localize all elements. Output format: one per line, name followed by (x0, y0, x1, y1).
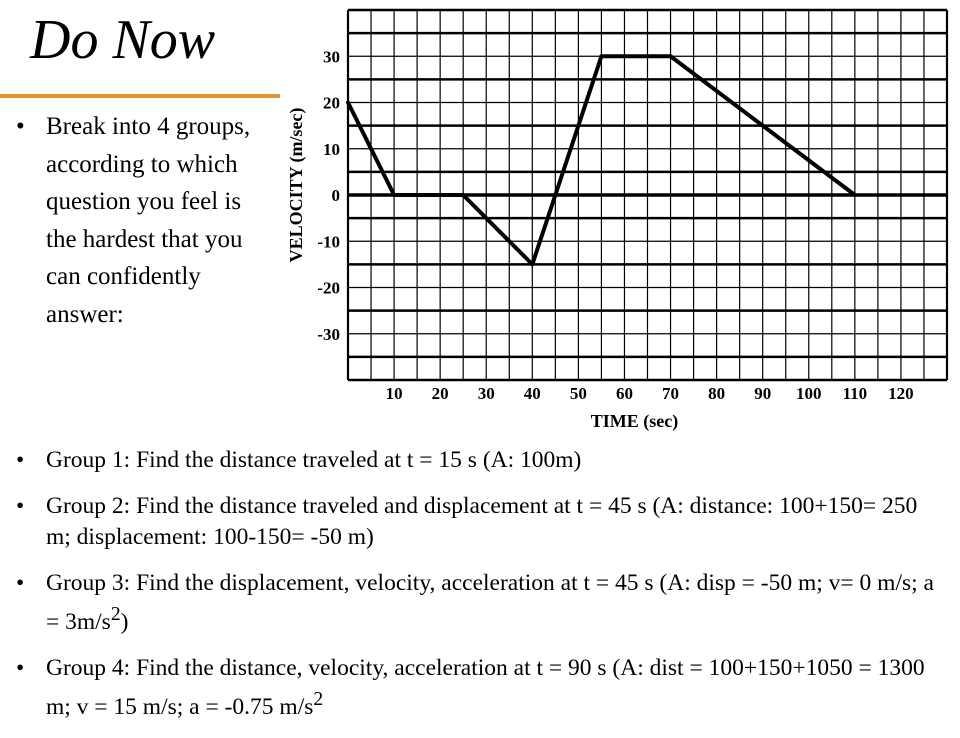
bullet-icon: • (16, 113, 25, 140)
x-tick-label: 110 (843, 384, 868, 403)
bullet-icon: • (16, 654, 25, 681)
x-tick-label: 60 (616, 384, 633, 403)
y-tick-label: 10 (323, 140, 340, 159)
group-item: • Group 1: Find the distance traveled at… (16, 445, 946, 476)
group-text-main: Group 3: Find the displacement, velocity… (46, 570, 934, 635)
velocity-line-segment (346, 100, 397, 197)
x-tick-label: 70 (662, 384, 679, 403)
y-tick-label: -20 (317, 279, 340, 298)
intro-bullet-block: • Break into 4 groups, according to whic… (16, 108, 266, 333)
velocity-line-segment (461, 193, 535, 267)
x-tick-label: 50 (570, 384, 587, 403)
velocity-line-segment (668, 54, 857, 197)
group-list: • Group 1: Find the distance traveled at… (16, 445, 946, 738)
group-text-main: Group 4: Find the distance, velocity, ac… (46, 654, 925, 720)
x-tick-label: 80 (708, 384, 725, 403)
x-tick-label: 40 (524, 384, 541, 403)
bullet-icon: • (16, 493, 25, 519)
y-tick-label: 0 (332, 186, 341, 205)
x-tick-label: 90 (754, 384, 771, 403)
group-text: Group 4: Find the distance, velocity, ac… (46, 653, 946, 723)
x-tick-label: 120 (888, 384, 914, 403)
y-tick-label: -10 (317, 232, 340, 251)
x-tick-label: 20 (432, 384, 449, 403)
bullet-icon: • (16, 570, 25, 596)
group-item: • Group 3: Find the displacement, veloci… (16, 568, 946, 638)
group-item: • Group 2: Find the distance traveled an… (16, 491, 946, 553)
superscript: 2 (313, 688, 324, 710)
y-tick-label: -30 (317, 325, 340, 344)
x-tick-label: 100 (796, 384, 822, 403)
intro-bullet-text: Break into 4 groups, according to which … (46, 113, 251, 328)
intro-bullet: • Break into 4 groups, according to whic… (16, 108, 266, 333)
group-text-tail: ) (120, 608, 129, 635)
group-text: Group 1: Find the distance traveled at t… (46, 445, 946, 476)
group-text: Group 2: Find the distance traveled and … (46, 491, 946, 553)
group-text: Group 3: Find the displacement, velocity… (46, 568, 946, 638)
x-tick-label: 10 (386, 384, 403, 403)
y-tick-label: 30 (323, 47, 340, 66)
group-text-main: Group 2: Find the distance traveled and … (46, 493, 918, 550)
x-axis-label: TIME (sec) (591, 411, 678, 432)
velocity-line-segment (530, 54, 604, 267)
group-item: • Group 4: Find the distance, velocity, … (16, 653, 946, 723)
title-underline (0, 94, 280, 98)
y-axis-label: VELOCITY (m/sec) (286, 108, 307, 263)
y-tick-label: 20 (323, 94, 340, 113)
bullet-icon: • (16, 447, 25, 473)
slide-title: Do Now (30, 9, 216, 71)
velocity-time-chart: 30 20 10 0 -10 -20 -30 10 20 30 40 50 60 70 80 90 100 110… (280, 0, 960, 440)
group-text-main: Group 1: Find the distance traveled at t… (46, 447, 582, 473)
superscript: 2 (110, 604, 121, 625)
x-tick-label: 30 (478, 384, 495, 403)
